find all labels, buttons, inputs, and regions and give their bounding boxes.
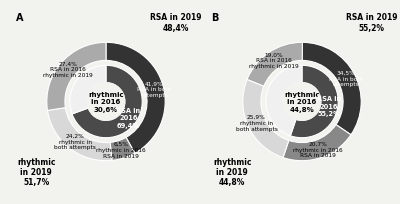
Wedge shape: [302, 43, 361, 135]
Text: 27,4%
RSA in 2016
rhythmic in 2019: 27,4% RSA in 2016 rhythmic in 2019: [43, 61, 93, 78]
Text: 20,7%
rhythmic in 2016
RSA in 2019: 20,7% rhythmic in 2016 RSA in 2019: [293, 141, 343, 157]
Text: rhythmic
in 2016
44,8%: rhythmic in 2016 44,8%: [284, 92, 320, 112]
Wedge shape: [266, 66, 302, 136]
Wedge shape: [47, 43, 106, 111]
Wedge shape: [48, 108, 112, 161]
Wedge shape: [290, 66, 338, 138]
Circle shape: [87, 83, 125, 121]
Text: 34,5%
RSA in both
attempts: 34,5% RSA in both attempts: [329, 70, 364, 87]
Text: 19,0%
RSA in 2016
rhythmic in 2019: 19,0% RSA in 2016 rhythmic in 2019: [249, 52, 299, 69]
Text: 6,5%
rhythmic in 2016
RSA in 2019: 6,5% rhythmic in 2016 RSA in 2019: [96, 141, 146, 158]
Wedge shape: [283, 125, 351, 161]
Text: RSA in 2019
48,4%: RSA in 2019 48,4%: [150, 13, 201, 33]
Text: A: A: [16, 13, 23, 23]
Text: RSA in
2016
55,2%: RSA in 2016 55,2%: [317, 96, 341, 117]
Wedge shape: [70, 66, 106, 114]
Text: 41,9%
RSA in both
attempts: 41,9% RSA in both attempts: [137, 81, 172, 98]
Text: 24,2%
rhythmic in
both attempts: 24,2% rhythmic in both attempts: [54, 133, 96, 150]
Wedge shape: [243, 80, 289, 158]
Text: 25,9%
rhythmic in
both attempts: 25,9% rhythmic in both attempts: [236, 115, 277, 131]
Text: RSA in
2016
69,4%: RSA in 2016 69,4%: [116, 107, 141, 128]
Circle shape: [283, 83, 321, 121]
Text: rhythmic
in 2019
51,7%: rhythmic in 2019 51,7%: [17, 157, 56, 186]
Text: B: B: [212, 13, 219, 23]
Wedge shape: [110, 138, 135, 161]
Text: rhythmic
in 2019
44,8%: rhythmic in 2019 44,8%: [213, 157, 252, 186]
Wedge shape: [72, 66, 142, 138]
Wedge shape: [247, 43, 302, 87]
Text: RSA in 2019
55,2%: RSA in 2019 55,2%: [346, 13, 397, 33]
Wedge shape: [106, 43, 165, 153]
Text: rhythmic
in 2016
30,6%: rhythmic in 2016 30,6%: [88, 92, 124, 112]
